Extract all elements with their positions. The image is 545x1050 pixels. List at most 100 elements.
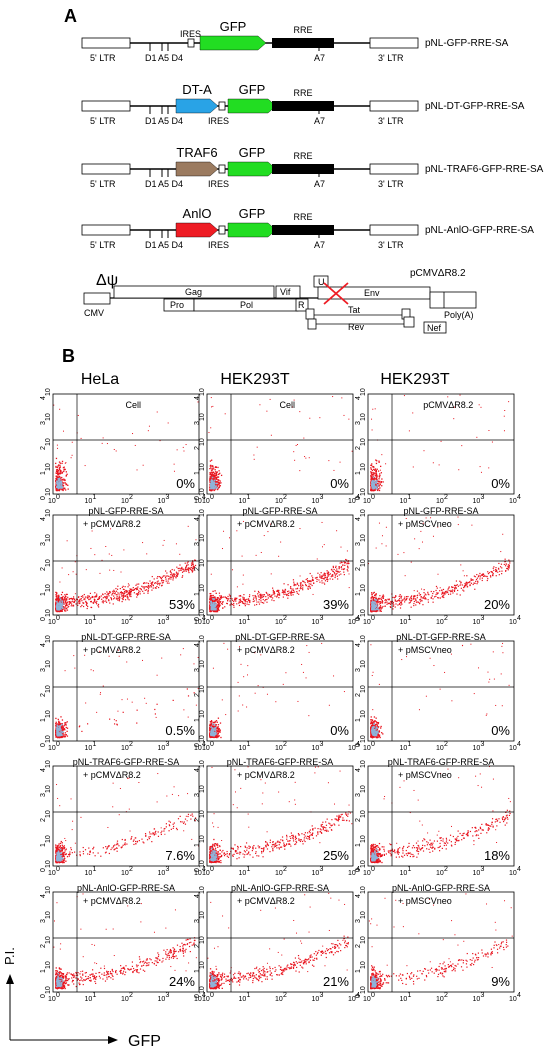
event-dot — [218, 605, 220, 607]
x-tick-label: 10 — [436, 745, 444, 752]
event-dot — [260, 596, 262, 598]
event-dot — [164, 576, 167, 579]
event-dot — [172, 579, 174, 581]
event-dot — [95, 595, 98, 598]
event-dot — [116, 588, 119, 590]
event-dot — [400, 596, 402, 598]
event-dot — [238, 595, 240, 597]
event-dot — [278, 589, 280, 592]
plot-frame — [367, 640, 515, 742]
insert-label: AnlO — [183, 206, 212, 221]
event-dot — [290, 590, 292, 593]
y-tick-exponent: 2 — [40, 446, 47, 450]
event-dot — [79, 599, 81, 601]
event-dot — [395, 603, 397, 605]
event-dot — [422, 604, 424, 606]
event-dot — [213, 474, 215, 476]
event-dot — [370, 609, 372, 611]
event-dot — [55, 733, 57, 735]
event-dot — [390, 602, 392, 604]
event-dot — [242, 602, 244, 604]
event-dot — [212, 405, 214, 407]
y-tick-label: 10 — [199, 710, 206, 718]
y-tick-label: 10 — [360, 710, 367, 718]
event-dot — [71, 454, 73, 456]
event-dot — [77, 602, 79, 604]
event-dot — [190, 562, 193, 564]
event-dot — [211, 475, 214, 477]
event-dot — [370, 644, 372, 646]
event-dot — [63, 725, 65, 727]
event-dot — [374, 487, 376, 490]
y-tick-exponent: 0 — [194, 496, 201, 500]
event-dot — [191, 567, 194, 569]
event-dot — [432, 598, 434, 600]
plot-subtitle: + pCMVΔR8.2 — [83, 519, 141, 529]
event-dot — [226, 603, 228, 605]
event-dot — [430, 596, 432, 599]
ltr3-label: 3' LTR — [378, 53, 404, 63]
event-dot — [381, 602, 384, 604]
event-dot — [213, 610, 215, 613]
x-tick-exponent: 2 — [444, 615, 448, 622]
event-dot — [403, 552, 405, 554]
event-dot — [193, 663, 195, 665]
event-dot — [347, 566, 349, 568]
event-dot — [238, 604, 241, 607]
event-dot — [185, 564, 188, 567]
event-dot — [321, 575, 323, 577]
event-dot — [122, 585, 124, 587]
event-dot — [373, 716, 376, 718]
event-dot — [302, 585, 304, 587]
event-dot — [208, 432, 210, 434]
event-dot — [372, 489, 374, 492]
event-dot — [145, 702, 147, 704]
event-dot — [209, 489, 211, 491]
event-dot — [57, 447, 59, 449]
event-dot — [194, 564, 197, 567]
event-dot — [499, 570, 501, 572]
event-dot — [425, 517, 427, 519]
event-dot — [403, 395, 405, 397]
event-dot — [117, 592, 119, 594]
event-dot — [218, 479, 220, 481]
event-dot — [91, 596, 93, 599]
event-dot — [63, 487, 65, 489]
event-dot — [289, 592, 291, 594]
event-dot — [507, 567, 509, 569]
event-dot — [121, 600, 123, 603]
event-dot — [170, 574, 172, 576]
y-tick-label: 10 — [360, 584, 367, 592]
event-dot — [219, 480, 221, 482]
event-dot — [80, 437, 82, 439]
event-dot — [61, 489, 63, 491]
event-dot — [57, 599, 59, 602]
event-dot — [451, 586, 453, 588]
event-dot-dense — [210, 487, 213, 490]
y-tick-exponent: 3 — [40, 421, 47, 425]
event-dot — [390, 602, 392, 604]
event-dot — [209, 477, 212, 480]
event-dot — [371, 735, 373, 737]
event-dot — [60, 600, 62, 602]
event-dot — [217, 602, 219, 604]
x-tick-label: 10 — [363, 745, 371, 752]
event-dot — [254, 604, 256, 606]
event-dot — [334, 576, 336, 579]
event-dot — [340, 573, 342, 575]
event-dot-dense — [57, 725, 59, 728]
event-dot — [435, 589, 437, 592]
event-dot-dense — [216, 487, 219, 489]
event-dot — [380, 610, 382, 612]
event-dot — [508, 684, 510, 686]
event-dot — [373, 724, 375, 727]
event-dot — [64, 599, 66, 601]
event-dot — [192, 570, 194, 572]
x-tick-label: 10 — [158, 619, 166, 626]
event-dot — [420, 530, 422, 532]
event-dot — [180, 567, 182, 570]
event-dot — [421, 599, 423, 602]
event-dot — [270, 596, 272, 598]
